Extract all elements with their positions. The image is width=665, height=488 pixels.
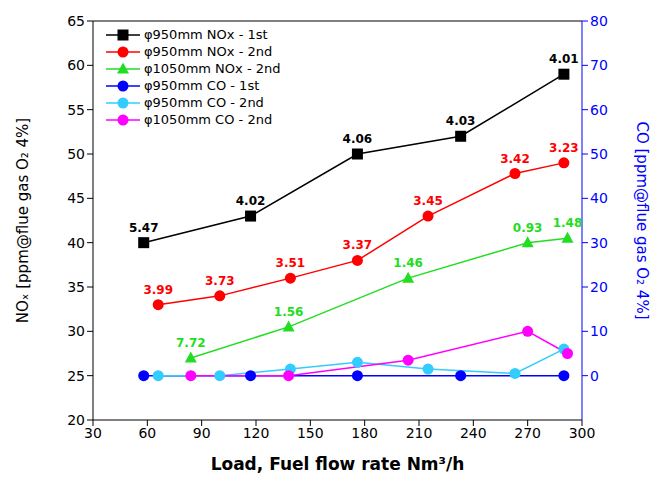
svg-text:1.46: 1.46: [393, 256, 423, 270]
svg-text:50: 50: [590, 146, 608, 162]
svg-text:65: 65: [67, 13, 85, 29]
svg-text:55: 55: [67, 102, 85, 118]
svg-text:270: 270: [514, 425, 541, 441]
svg-text:40: 40: [590, 190, 608, 206]
svg-text:3.51: 3.51: [276, 256, 306, 270]
svg-text:60: 60: [67, 57, 85, 73]
svg-text:120: 120: [243, 425, 270, 441]
html-text:φ950mm CO - 1st: φ950mm CO - 1st: [144, 78, 260, 93]
svg-text:5.47: 5.47: [129, 221, 159, 235]
svg-text:35: 35: [67, 279, 85, 295]
svg-text:1.56: 1.56: [274, 305, 304, 319]
svg-text:30: 30: [590, 235, 608, 251]
svg-text:30: 30: [84, 425, 102, 441]
svg-text:3.42: 3.42: [500, 152, 530, 166]
svg-text:3.99: 3.99: [143, 283, 173, 297]
svg-text:3.23: 3.23: [549, 141, 579, 155]
svg-text:4.01: 4.01: [549, 52, 579, 66]
svg-text:3.45: 3.45: [413, 194, 443, 208]
svg-text:20: 20: [67, 412, 85, 428]
svg-text:70: 70: [590, 57, 608, 73]
svg-text:45: 45: [67, 190, 85, 206]
svg-text:4.02: 4.02: [236, 194, 266, 208]
svg-text:240: 240: [460, 425, 487, 441]
svg-text:180: 180: [351, 425, 378, 441]
svg-text:7.72: 7.72: [176, 336, 206, 350]
svg-text:10: 10: [590, 323, 608, 339]
svg-text:0.93: 0.93: [513, 221, 543, 235]
svg-text:NOₓ [ppm@flue gas O₂ 4%]: NOₓ [ppm@flue gas O₂ 4%]: [14, 118, 32, 323]
svg-text:Load, Fuel flow rate Nm³/h: Load, Fuel flow rate Nm³/h: [211, 454, 465, 474]
svg-text:60: 60: [138, 425, 156, 441]
svg-text:50: 50: [67, 146, 85, 162]
html-text:φ950mm CO - 2nd: φ950mm CO - 2nd: [144, 95, 264, 110]
html-text:φ1050mm CO - 2nd: φ1050mm CO - 2nd: [144, 112, 273, 127]
svg-text:300: 300: [569, 425, 596, 441]
svg-text:3.37: 3.37: [343, 238, 373, 252]
svg-text:60: 60: [590, 102, 608, 118]
html-text:φ950mm NOx - 1st: φ950mm NOx - 1st: [144, 27, 268, 42]
svg-text:3.73: 3.73: [205, 274, 235, 288]
svg-text:20: 20: [590, 279, 608, 295]
svg-text:1.48: 1.48: [553, 216, 583, 230]
svg-text:40: 40: [67, 235, 85, 251]
svg-text:80: 80: [590, 13, 608, 29]
html-text:φ950mm NOx - 2nd: φ950mm NOx - 2nd: [144, 44, 273, 59]
svg-text:4.06: 4.06: [343, 132, 373, 146]
svg-text:0: 0: [590, 368, 599, 384]
svg-text:30: 30: [67, 323, 85, 339]
svg-text:CO [ppm@flue gas O₂ 4%]: CO [ppm@flue gas O₂ 4%]: [633, 121, 651, 319]
svg-text:150: 150: [297, 425, 324, 441]
svg-text:25: 25: [67, 368, 85, 384]
svg-text:90: 90: [193, 425, 211, 441]
svg-text:210: 210: [406, 425, 433, 441]
svg-text:4.03: 4.03: [446, 114, 476, 128]
html-text:φ1050mm NOx - 2nd: φ1050mm NOx - 2nd: [144, 61, 281, 76]
